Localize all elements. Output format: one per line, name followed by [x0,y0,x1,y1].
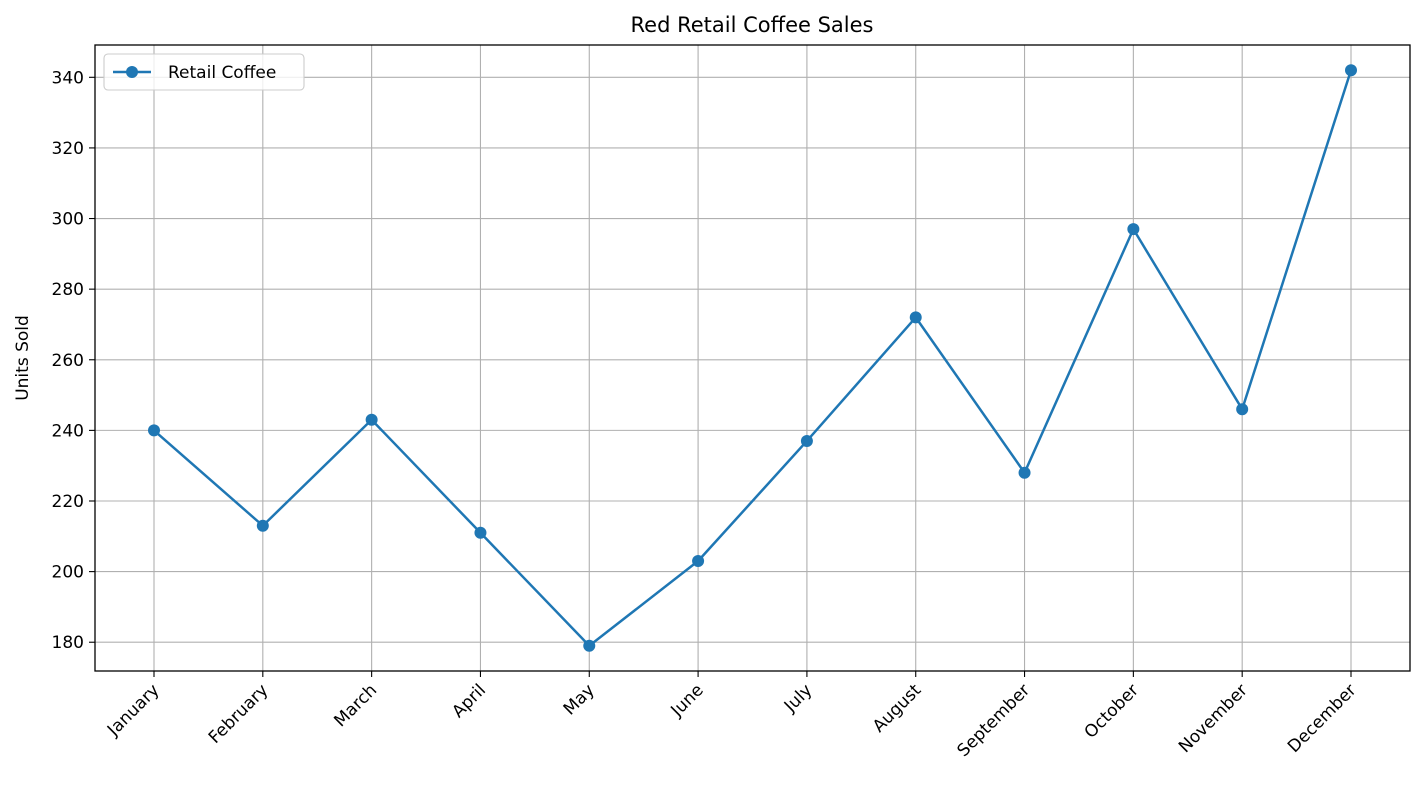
legend-marker [126,66,138,78]
y-tick-label: 180 [52,633,84,653]
x-tick-label: August [869,680,925,736]
x-tick-label: December [1284,680,1360,756]
x-tick-label: March [330,680,381,731]
data-point[interactable] [800,434,813,447]
data-point[interactable] [1345,64,1357,77]
y-tick-label: 240 [52,421,84,441]
data-point[interactable] [1236,403,1249,416]
x-tick-label: April [448,680,490,722]
y-tick-label: 260 [52,351,84,371]
x-tick-label: September [953,680,1034,761]
x-tick-label: October [1081,680,1143,742]
series-layer [148,64,1357,652]
plot-frame [94,44,1411,672]
chart-title: Red Retail Coffee Sales [631,13,874,37]
grid-layer [95,45,1410,671]
y-tick-label: 300 [52,210,84,230]
data-point[interactable] [909,311,922,324]
data-point[interactable] [148,424,160,437]
y-tick-label: 280 [52,280,84,300]
x-tick-label: May [560,680,599,719]
y-tick-label: 200 [52,563,84,583]
legend[interactable]: Retail Coffee [103,53,305,91]
legend-label: Retail Coffee [168,63,276,83]
x-tick-label: June [667,680,708,721]
x-tick-label: February [205,680,272,747]
data-point[interactable] [365,413,378,426]
x-tick-label: January [103,680,163,740]
y-tick-label: 320 [52,139,84,159]
legend-box [103,53,305,91]
data-point[interactable] [692,555,705,568]
x-tick-label: July [780,680,816,716]
y-tick-label: 340 [52,68,84,88]
data-point[interactable] [583,639,596,652]
y-tick-label: 220 [52,492,84,512]
data-point[interactable] [1018,466,1031,479]
tick-layer: January February March April May June July Augu… [52,68,1361,761]
x-tick-label: November [1175,680,1252,757]
data-point[interactable] [1127,223,1140,236]
series-line [153,69,1353,648]
y-axis-title: Units Sold [13,315,33,401]
data-point[interactable] [256,519,269,532]
data-point[interactable] [474,526,487,539]
